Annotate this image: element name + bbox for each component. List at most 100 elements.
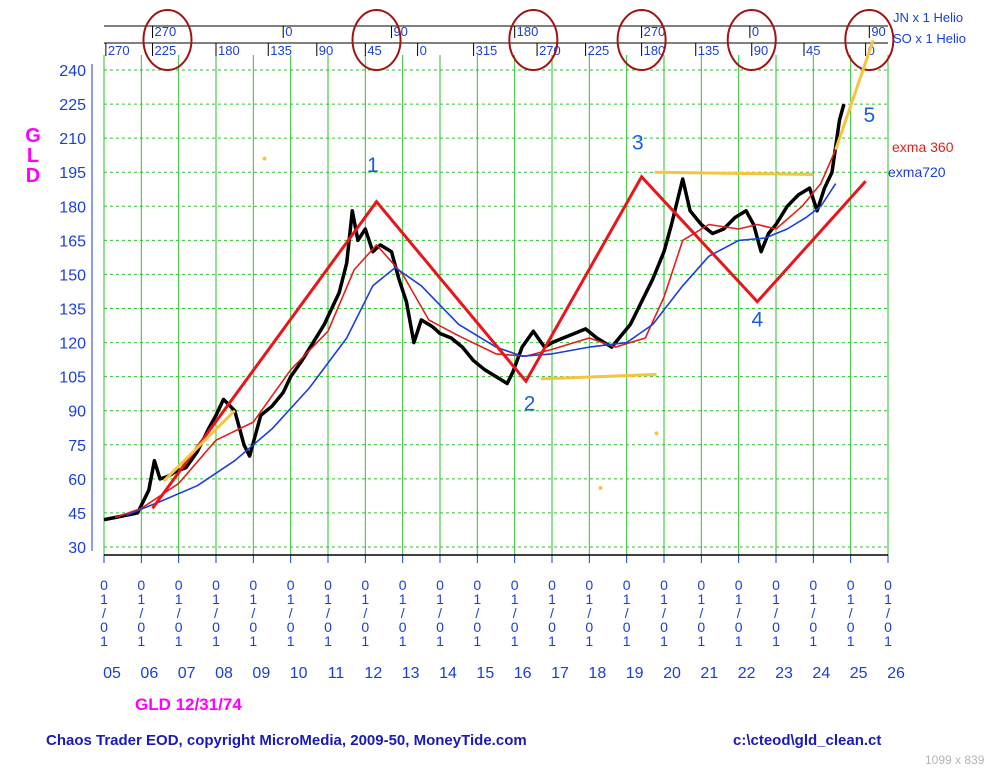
helio-bottom-tick-label: 315: [476, 43, 498, 58]
x-date-char: 1: [809, 633, 817, 649]
x-date-char: /: [886, 605, 890, 621]
x-date-char: 1: [137, 591, 145, 607]
helio-bottom-tick-label: 45: [367, 43, 381, 58]
x-date-char: 1: [324, 633, 332, 649]
axes: 3045607590105120135150165180195210225240…: [59, 63, 905, 682]
x-date-char: 1: [772, 633, 780, 649]
x-date-char: 1: [436, 633, 444, 649]
y-axis-letter-d: D: [26, 165, 40, 187]
x-year-label: 14: [439, 665, 457, 682]
x-year-label: 06: [140, 665, 158, 682]
x-date-char: 0: [473, 619, 481, 635]
x-year-label: 07: [178, 665, 196, 682]
helio-cycle-circle: [616, 9, 667, 71]
x-date-char: 1: [660, 633, 668, 649]
x-date-char: 1: [249, 591, 257, 607]
helio-bottom-tick-label: 135: [698, 43, 720, 58]
x-date-char: 0: [399, 577, 407, 593]
x-date-char: 1: [809, 591, 817, 607]
x-year-label: 25: [850, 665, 868, 682]
wave-trend-line: [151, 174, 867, 510]
y-tick-label: 105: [59, 370, 86, 387]
helio-bottom-tick-label: 90: [319, 43, 333, 58]
x-date-char: 1: [399, 633, 407, 649]
x-year-label: 05: [103, 665, 121, 682]
x-date-char: 0: [436, 619, 444, 635]
y-tick-label: 45: [68, 506, 86, 523]
symbol-label: GLD 12/31/74: [135, 695, 242, 714]
x-date-char: /: [363, 605, 367, 621]
x-date-char: 1: [324, 591, 332, 607]
x-date-char: /: [401, 605, 405, 621]
support-resistance-line: [540, 372, 657, 381]
x-date-char: 0: [324, 577, 332, 593]
helio-cycle-circle: [508, 9, 559, 71]
x-year-label: 20: [663, 665, 681, 682]
x-date-char: 1: [847, 591, 855, 607]
x-date-char: 1: [735, 633, 743, 649]
x-date-char: 0: [884, 577, 892, 593]
x-date-char: 1: [884, 633, 892, 649]
x-date-char: 1: [585, 591, 593, 607]
x-date-char: /: [849, 605, 853, 621]
footer-copyright: Chaos Trader EOD, copyright MicroMedia, …: [46, 732, 527, 749]
x-date-char: /: [513, 605, 517, 621]
x-date-char: 1: [548, 591, 556, 607]
x-date-char: /: [550, 605, 554, 621]
y-tick-label: 150: [59, 267, 86, 284]
y-tick-label: 90: [68, 404, 86, 421]
x-date-char: /: [139, 605, 143, 621]
x-date-char: 0: [473, 577, 481, 593]
x-date-char: 0: [585, 577, 593, 593]
x-year-label: 13: [402, 665, 420, 682]
x-date-char: 1: [100, 633, 108, 649]
support-resistance-line: [162, 409, 236, 483]
x-date-char: 0: [324, 619, 332, 635]
wave-label-3: 3: [632, 132, 644, 155]
helio-bottom-tick-label: 90: [754, 43, 768, 58]
x-date-char: 1: [287, 591, 295, 607]
y-tick-label: 210: [59, 131, 86, 148]
grid: [103, 55, 889, 555]
x-date-char: 0: [660, 577, 668, 593]
y-axis-title: G L D: [25, 125, 41, 187]
series-line-gld: [103, 103, 846, 522]
x-date-char: 1: [249, 633, 257, 649]
x-year-label: 17: [551, 665, 569, 682]
marker-dot: [262, 156, 267, 161]
x-date-char: 1: [175, 591, 183, 607]
x-date-char: 1: [361, 591, 369, 607]
helio-top-tick-label: 0: [285, 24, 292, 39]
x-year-label: 18: [588, 665, 606, 682]
marker-dot: [598, 485, 603, 490]
helio-bottom-tick-label: 225: [155, 43, 177, 58]
x-date-char: 0: [809, 619, 817, 635]
x-date-char: 1: [100, 591, 108, 607]
x-date-char: /: [737, 605, 741, 621]
x-date-char: 0: [735, 577, 743, 593]
wave-label-1: 1: [367, 154, 379, 177]
helio-bottom-tick-label: 270: [108, 43, 130, 58]
y-tick-label: 180: [59, 199, 86, 216]
helio-bottom-tick-label: 45: [806, 43, 820, 58]
x-year-label: 08: [215, 665, 233, 682]
y-tick-label: 165: [59, 233, 86, 250]
x-date-char: /: [438, 605, 442, 621]
x-date-char: /: [326, 605, 330, 621]
x-date-char: 0: [847, 577, 855, 593]
helio-top-tick-label: 90: [393, 24, 407, 39]
x-date-char: 1: [175, 633, 183, 649]
x-year-label: 11: [328, 665, 345, 682]
x-date-char: 0: [548, 577, 556, 593]
x-date-char: 0: [697, 577, 705, 593]
x-year-label: 12: [364, 665, 382, 682]
support-resistance-line: [834, 40, 875, 150]
y-tick-label: 240: [59, 63, 86, 80]
footer-filepath: c:\cteod\gld_clean.ct: [733, 732, 881, 749]
x-date-char: 0: [548, 619, 556, 635]
x-year-label: 16: [514, 665, 532, 682]
y-tick-label: 60: [68, 472, 86, 489]
x-date-char: /: [587, 605, 591, 621]
